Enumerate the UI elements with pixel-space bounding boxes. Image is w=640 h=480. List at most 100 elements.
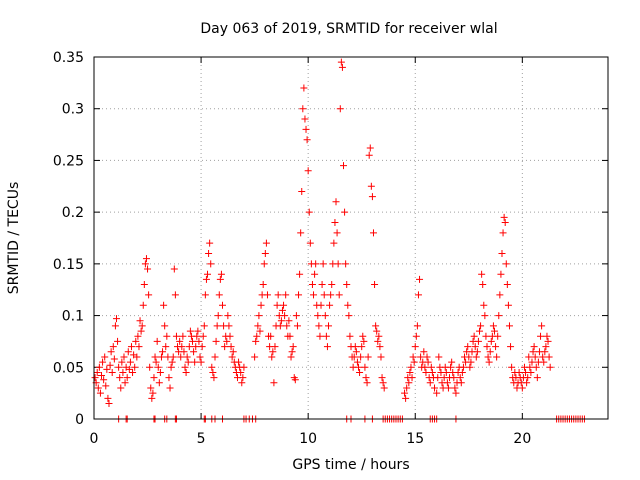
data-point — [526, 363, 534, 371]
data-point — [452, 389, 460, 397]
data-point — [351, 343, 359, 351]
data-point — [112, 315, 120, 323]
data-point — [293, 322, 301, 330]
data-point — [214, 312, 222, 320]
data-point — [195, 337, 203, 345]
data-point — [94, 384, 102, 392]
data-point — [326, 301, 334, 309]
data-point — [182, 368, 190, 376]
data-point — [165, 374, 173, 382]
data-point — [474, 337, 482, 345]
data-point — [530, 343, 538, 351]
data-point — [254, 322, 262, 330]
data-point — [228, 353, 236, 361]
data-point — [368, 193, 376, 201]
x-tick-label: 20 — [513, 431, 531, 447]
data-point — [361, 363, 369, 371]
data-point — [110, 355, 118, 363]
data-point — [274, 291, 282, 299]
data-point — [345, 312, 353, 320]
data-point — [314, 312, 322, 320]
data-point — [503, 281, 511, 289]
data-point — [157, 353, 165, 361]
data-point — [544, 337, 552, 345]
data-point — [139, 301, 147, 309]
data-point — [485, 358, 493, 366]
data-point — [421, 363, 429, 371]
data-point — [480, 301, 488, 309]
data-point — [496, 291, 504, 299]
data-point — [103, 365, 111, 373]
data-point — [334, 260, 342, 268]
data-point — [427, 363, 435, 371]
data-point — [359, 332, 367, 340]
data-point — [189, 337, 197, 345]
data-point — [210, 374, 218, 382]
data-point — [416, 275, 424, 283]
data-point — [137, 327, 145, 335]
x-tick-label: 15 — [406, 431, 424, 447]
data-point — [336, 105, 344, 113]
data-point — [238, 379, 246, 387]
y-tick-label: 0.05 — [53, 360, 84, 376]
data-point — [208, 363, 216, 371]
plot-area-frame — [93, 56, 609, 420]
y-tick-label: 0 — [75, 412, 84, 428]
data-point — [260, 260, 268, 268]
data-point — [344, 301, 352, 309]
data-point — [259, 281, 267, 289]
chart-title: Day 063 of 2019, SRMTID for receiver wla… — [200, 21, 497, 37]
data-point — [108, 368, 116, 376]
data-point — [505, 322, 513, 330]
data-point — [269, 348, 277, 356]
data-point — [116, 374, 124, 382]
data-point — [312, 260, 320, 268]
data-point — [492, 343, 500, 351]
data-point — [343, 281, 351, 289]
data-point — [200, 322, 208, 330]
data-point — [147, 384, 155, 392]
data-point — [261, 250, 269, 258]
data-point — [494, 332, 502, 340]
data-point — [337, 58, 345, 66]
data-point — [198, 343, 206, 351]
data-point — [286, 332, 294, 340]
data-point — [523, 379, 531, 387]
data-point — [181, 363, 189, 371]
data-point — [296, 270, 304, 278]
data-point — [140, 281, 148, 289]
data-point — [380, 384, 388, 392]
data-point — [486, 348, 494, 356]
data-point — [196, 353, 204, 361]
data-point — [152, 358, 160, 366]
data-point — [132, 337, 140, 345]
data-point — [251, 353, 259, 361]
data-point — [356, 368, 364, 376]
data-point — [546, 363, 554, 371]
data-point — [471, 343, 479, 351]
data-point — [227, 343, 235, 351]
data-point — [372, 322, 380, 330]
data-point — [106, 361, 114, 369]
data-point — [341, 208, 349, 216]
data-point — [96, 389, 104, 397]
data-point — [499, 229, 507, 237]
data-point — [292, 312, 300, 320]
data-point — [346, 332, 354, 340]
data-point — [328, 281, 336, 289]
data-point — [252, 337, 260, 345]
data-point — [420, 348, 428, 356]
data-point — [357, 353, 365, 361]
data-point — [353, 358, 361, 366]
data-point — [367, 182, 375, 190]
data-point — [219, 301, 226, 309]
data-point — [305, 208, 313, 216]
data-point — [282, 291, 290, 299]
data-point — [262, 239, 270, 247]
data-point — [360, 337, 368, 345]
data-point — [239, 374, 247, 382]
data-point — [268, 353, 276, 361]
data-point — [473, 348, 481, 356]
data-point — [285, 317, 293, 325]
data-point — [322, 332, 330, 340]
